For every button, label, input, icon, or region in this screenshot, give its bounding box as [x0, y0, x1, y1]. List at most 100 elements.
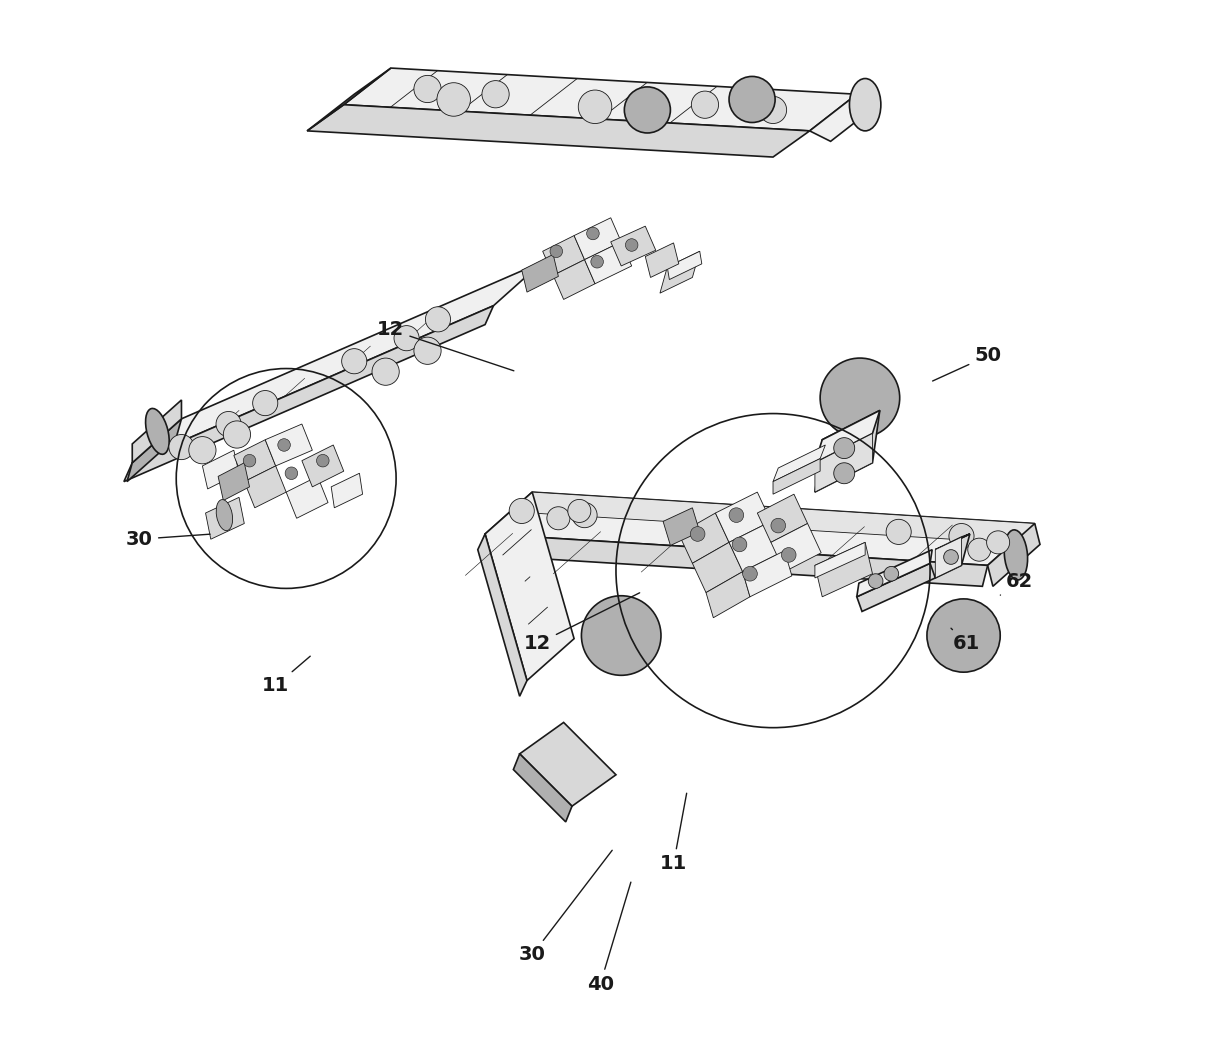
Polygon shape	[757, 494, 808, 542]
Text: 61: 61	[951, 628, 981, 653]
Polygon shape	[856, 550, 932, 597]
Polygon shape	[815, 410, 880, 463]
Text: 30: 30	[126, 530, 210, 549]
Polygon shape	[202, 450, 239, 489]
Circle shape	[394, 326, 419, 351]
Circle shape	[482, 81, 509, 108]
Circle shape	[372, 358, 400, 385]
Circle shape	[833, 438, 855, 459]
Circle shape	[591, 255, 603, 268]
Polygon shape	[478, 534, 527, 696]
Circle shape	[690, 527, 705, 541]
Ellipse shape	[1004, 530, 1028, 580]
Circle shape	[189, 437, 216, 464]
Text: 40: 40	[587, 883, 631, 994]
Circle shape	[277, 439, 291, 451]
Polygon shape	[742, 551, 792, 597]
Polygon shape	[265, 424, 312, 466]
Polygon shape	[935, 534, 970, 578]
Polygon shape	[286, 476, 328, 518]
Polygon shape	[771, 524, 821, 572]
Polygon shape	[127, 419, 182, 482]
Polygon shape	[543, 236, 585, 275]
Polygon shape	[729, 521, 785, 572]
Polygon shape	[667, 251, 702, 280]
Polygon shape	[660, 251, 700, 293]
Circle shape	[581, 596, 661, 675]
Circle shape	[987, 531, 1010, 554]
Polygon shape	[344, 68, 856, 131]
Polygon shape	[815, 542, 872, 597]
Text: 12: 12	[378, 320, 513, 371]
Circle shape	[868, 574, 883, 588]
Polygon shape	[988, 524, 1040, 586]
Circle shape	[216, 411, 241, 437]
Circle shape	[759, 96, 787, 124]
Polygon shape	[520, 722, 616, 806]
Polygon shape	[234, 440, 276, 482]
Polygon shape	[815, 433, 872, 492]
Text: 11: 11	[262, 656, 310, 695]
Circle shape	[949, 524, 974, 549]
Circle shape	[414, 337, 441, 364]
Polygon shape	[331, 473, 362, 508]
Circle shape	[547, 507, 570, 530]
Polygon shape	[480, 534, 988, 586]
Polygon shape	[302, 445, 344, 487]
Circle shape	[316, 454, 329, 467]
Circle shape	[781, 548, 796, 562]
Polygon shape	[815, 410, 880, 492]
Circle shape	[833, 463, 855, 484]
Circle shape	[243, 454, 256, 467]
Circle shape	[586, 227, 599, 240]
Text: 62: 62	[1000, 572, 1033, 595]
Circle shape	[285, 467, 298, 480]
Polygon shape	[935, 534, 970, 550]
Polygon shape	[513, 754, 572, 822]
Polygon shape	[532, 492, 1034, 544]
Polygon shape	[815, 542, 865, 578]
Polygon shape	[245, 466, 286, 508]
Polygon shape	[486, 492, 574, 681]
Circle shape	[168, 435, 194, 460]
Polygon shape	[664, 508, 700, 545]
Polygon shape	[132, 400, 182, 463]
Polygon shape	[522, 254, 558, 292]
Circle shape	[425, 307, 450, 332]
Circle shape	[414, 75, 441, 103]
Circle shape	[820, 358, 900, 438]
Circle shape	[943, 550, 958, 564]
Circle shape	[691, 91, 718, 118]
Polygon shape	[679, 513, 729, 563]
Ellipse shape	[145, 408, 170, 454]
Polygon shape	[610, 226, 655, 266]
Circle shape	[579, 90, 612, 124]
Text: 11: 11	[660, 794, 687, 873]
Polygon shape	[206, 497, 245, 539]
Circle shape	[568, 499, 591, 522]
Ellipse shape	[849, 79, 880, 131]
Circle shape	[729, 508, 744, 522]
Polygon shape	[773, 459, 820, 494]
Circle shape	[223, 421, 251, 448]
Polygon shape	[124, 306, 493, 482]
Circle shape	[509, 498, 534, 524]
Polygon shape	[706, 572, 750, 618]
Polygon shape	[553, 260, 595, 299]
Polygon shape	[308, 68, 391, 131]
Polygon shape	[132, 262, 543, 463]
Polygon shape	[810, 94, 878, 141]
Circle shape	[253, 391, 277, 416]
Circle shape	[342, 349, 367, 374]
Circle shape	[926, 599, 1000, 672]
Circle shape	[886, 519, 911, 544]
Polygon shape	[773, 445, 826, 482]
Circle shape	[742, 566, 757, 581]
Polygon shape	[308, 105, 810, 157]
Polygon shape	[645, 243, 679, 277]
Polygon shape	[585, 242, 632, 284]
Polygon shape	[716, 492, 771, 542]
Circle shape	[572, 503, 597, 528]
Circle shape	[884, 566, 899, 581]
Circle shape	[625, 87, 671, 133]
